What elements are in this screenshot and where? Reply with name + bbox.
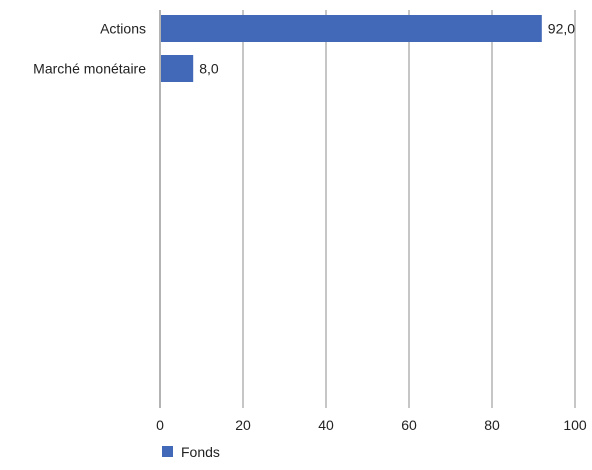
bar-marche-monetaire [161, 55, 194, 82]
bars [161, 15, 542, 82]
legend-swatch [162, 446, 173, 457]
x-tick-label-60: 60 [401, 417, 417, 433]
grid-lines [242, 10, 576, 408]
x-tick-label-20: 20 [235, 417, 251, 433]
category-label: Marché monétaire [33, 61, 146, 77]
data-label: 8,0 [199, 61, 219, 77]
bar-actions [161, 15, 542, 42]
x-tick-label-80: 80 [484, 417, 500, 433]
x-tick-label-0: 0 [156, 417, 164, 433]
labels: 0 20 40 60 80 100 Actions 92,0 Marché monétaire 8… [33, 21, 587, 434]
x-tick-label-100: 100 [563, 417, 587, 433]
category-label: Actions [100, 21, 146, 37]
legend: Fonds [162, 444, 220, 460]
x-tick-label-40: 40 [318, 417, 334, 433]
legend-label: Fonds [181, 444, 220, 460]
data-label: 92,0 [548, 21, 575, 37]
